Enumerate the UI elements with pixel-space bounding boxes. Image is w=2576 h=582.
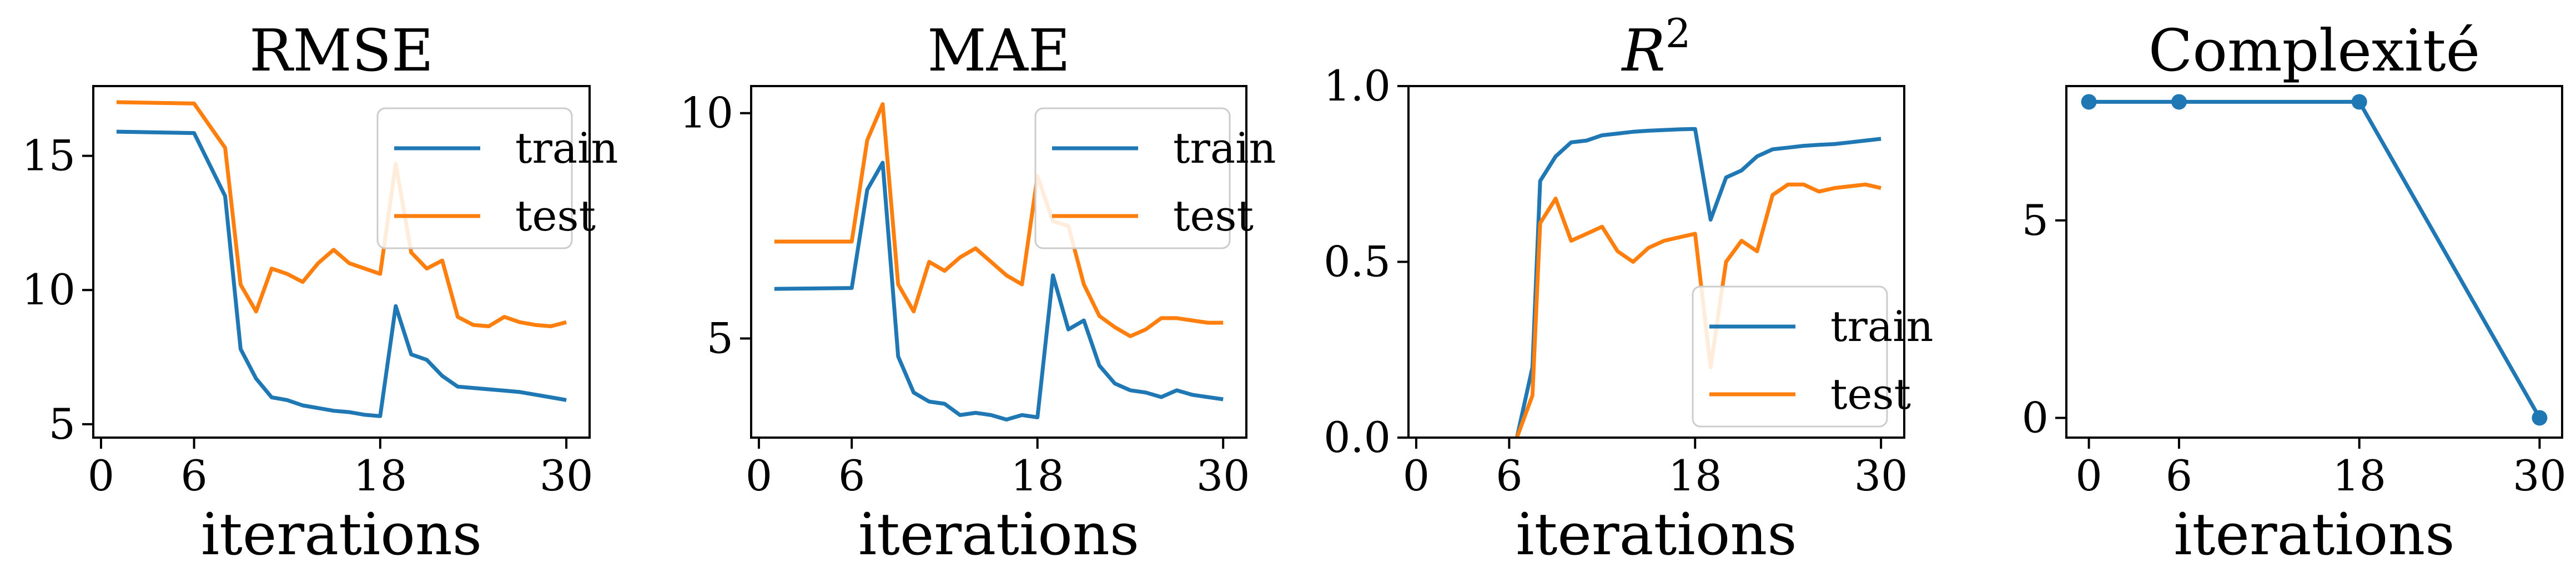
rmse-series-train-line <box>116 129 567 418</box>
complexite-data-point <box>2171 94 2187 110</box>
complexite-x-tick-label: 0 <box>2075 451 2102 500</box>
complexite-data-point <box>2081 94 2097 110</box>
mae-legend-box <box>1034 107 1231 249</box>
mae-legend-label-test: test <box>1173 191 1254 240</box>
r2-legend: train test <box>1692 285 1933 428</box>
r2-y-tick-label: 1.0 <box>1324 61 1391 111</box>
rmse-x-tick-label: 0 <box>88 451 114 500</box>
r2-legend-box <box>1692 285 1888 428</box>
complexite-series-line-line <box>2089 99 2542 419</box>
r2-x-tick-label: 6 <box>1496 451 1522 500</box>
rmse-legend: train test <box>376 107 618 249</box>
mae-axes-frame <box>750 85 1247 439</box>
rmse-y-tick-label: 15 <box>22 131 76 180</box>
rmse-xlabel: iterations <box>201 500 482 568</box>
complexite-y-tick-label: 0 <box>2022 393 2049 442</box>
mae-panel: MAE iterations 0 6 18 30 5 10 train test <box>680 17 1276 568</box>
mae-series-test-line <box>774 102 1224 338</box>
complexite-axes-frame <box>2065 85 2563 439</box>
complexite-x-tick-label: 18 <box>2332 451 2386 500</box>
rmse-x-tick-label: 30 <box>540 451 593 500</box>
rmse-y-tick-label: 5 <box>49 399 76 449</box>
mae-x-tick-label: 6 <box>838 451 865 500</box>
r2-x-tick-label: 0 <box>1403 451 1430 500</box>
mae-x-tick-label: 30 <box>1196 451 1250 500</box>
r2-title: R2 <box>1621 10 1690 84</box>
r2-xlabel: iterations <box>1516 500 1797 568</box>
rmse-y-tick-label: 10 <box>22 265 76 314</box>
mae-legend-label-train: train <box>1173 123 1276 173</box>
complexite-x-tick-label: 30 <box>2513 451 2567 500</box>
mae-legend: train test <box>1034 107 1276 249</box>
r2-x-tick-label: 18 <box>1668 451 1722 500</box>
r2-series-test-line <box>1515 182 1881 438</box>
complexite-y-tick-label: 5 <box>2022 195 2049 245</box>
r2-panel: R2 iterations 0 6 18 30 0.0 0.5 1.0 train test <box>1324 10 1933 568</box>
complexite-title: Complexité <box>2149 17 2480 84</box>
complexite-data-point <box>2351 94 2367 110</box>
r2-x-tick-label: 30 <box>1854 451 1908 500</box>
complexite-panel: Complexité iterations 0 6 18 30 0 5 <box>2022 17 2567 568</box>
rmse-legend-label-train: train <box>515 123 618 173</box>
rmse-title: RMSE <box>249 17 434 84</box>
rmse-legend-label-test: test <box>515 191 596 240</box>
mae-x-tick-label: 0 <box>746 451 772 500</box>
mae-series-train-line <box>774 160 1224 422</box>
r2-legend-label-train: train <box>1830 302 1933 351</box>
rmse-panel: RMSE iterations 0 6 18 30 5 10 15 train test <box>22 17 618 568</box>
rmse-axes-frame <box>92 85 591 439</box>
mae-y-tick-label: 5 <box>707 313 733 363</box>
r2-y-tick-label: 0.5 <box>1324 237 1391 287</box>
mae-title: MAE <box>927 17 1070 84</box>
rmse-series-test-line <box>116 100 567 328</box>
mae-y-tick-label: 10 <box>680 88 733 138</box>
rmse-legend-box <box>376 107 573 249</box>
r2-y-tick-label: 0.0 <box>1324 413 1391 462</box>
mae-x-tick-label: 18 <box>1010 451 1064 500</box>
r2-legend-label-test: test <box>1830 369 1911 419</box>
r2-series-train-line <box>1515 127 1881 438</box>
rmse-x-tick-label: 6 <box>180 451 207 500</box>
complexite-data-point <box>2532 410 2548 426</box>
complexite-x-tick-label: 6 <box>2166 451 2192 500</box>
mae-xlabel: iterations <box>858 500 1139 568</box>
complexite-xlabel: iterations <box>2174 500 2454 568</box>
rmse-x-tick-label: 18 <box>353 451 407 500</box>
